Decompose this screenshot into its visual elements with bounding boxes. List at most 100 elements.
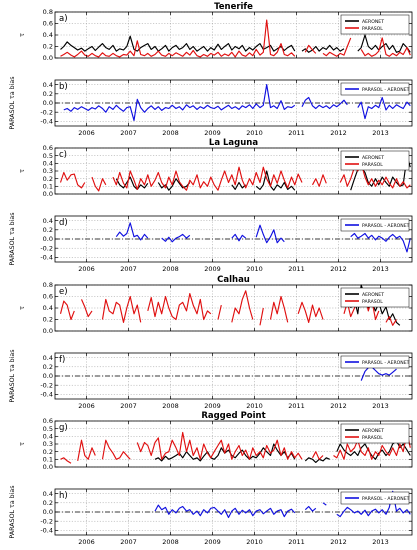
series-line-segment [304, 457, 330, 463]
y-tick-label: 0.2 [43, 43, 53, 51]
series-line-segment [80, 299, 93, 318]
x-tick-label: 2006 [78, 402, 95, 410]
series-parasol [59, 290, 397, 326]
series-parasol [59, 162, 411, 192]
y-tick-label: 0.2 [43, 175, 53, 183]
series-parasol-aeronet [154, 490, 411, 519]
y-tick-label: 0.2 [43, 448, 53, 456]
series-line-segment [304, 505, 317, 512]
y-tick-label: 0.6 [43, 293, 53, 301]
x-tick-label: 2006 [78, 265, 95, 273]
y-tick-label: 0.6 [43, 417, 53, 425]
y-tick-label: -0.2 [40, 108, 53, 116]
legend-label: PARASOL [362, 299, 383, 305]
x-tick-label: 2012 [330, 538, 347, 546]
legend-box [340, 355, 410, 369]
x-tick-label: 2008 [162, 265, 179, 273]
series-line-segment [63, 84, 296, 122]
legend-label: PARASOL [362, 435, 383, 441]
panel-letter: a) [59, 14, 68, 24]
panel-b: -0.4 -0.20.00.20.4 2006 2007 2008 2009 2010 201… [9, 76, 413, 137]
panel-letter: g) [59, 423, 68, 433]
site-title: La Laguna [209, 138, 258, 148]
series-line-segment [231, 181, 247, 190]
series-line-segment [357, 96, 411, 120]
legend: PARASOL - AERONET [340, 218, 410, 232]
series-line-segment [60, 457, 72, 464]
x-tick-label: 2013 [372, 538, 389, 546]
y-tick-label: 0.0 [43, 508, 53, 516]
legend-label: PARASOL [362, 26, 383, 32]
y-tick-label: 0.2 [43, 499, 53, 507]
legend-label: AERONET [362, 155, 384, 161]
x-tick-label: 2011 [288, 129, 305, 137]
series-line-segment [360, 37, 411, 57]
x-tick-label: 2006 [78, 538, 95, 546]
y-tick-label: 0.8 [43, 281, 53, 289]
x-tick-label: 2012 [330, 402, 347, 410]
series-line-segment [301, 96, 348, 110]
x-tick-label: 2010 [246, 402, 263, 410]
series-line-segment [115, 222, 149, 241]
legend-label: PARASOL [362, 162, 383, 168]
y-axis-label: τ [19, 169, 26, 173]
y-tick-label: 0.0 [43, 190, 53, 198]
series-line-segment [231, 233, 247, 242]
y-tick-label: -0.4 [40, 391, 53, 399]
panel-h: -0.4 -0.20.00.20.4 2006 2007 2008 2009 2010 201… [9, 485, 413, 546]
y-tick-label: 0.1 [43, 456, 53, 464]
y-axis-label: τ [19, 33, 26, 37]
legend-label: PARASOL - AERONET [362, 496, 410, 502]
series-line-segment [269, 295, 289, 323]
y-tick-label: 0.6 [43, 144, 53, 152]
y-tick-label: 0.4 [43, 31, 53, 39]
legend-label: PARASOL - AERONET [362, 223, 410, 229]
panel-c: La Laguna 0.00.10.20.30.40.50.6 c) τ AERONET… [19, 138, 413, 198]
x-tick-label: 2007 [120, 402, 137, 410]
x-tick-label: 2010 [246, 538, 263, 546]
y-tick-label: 0.4 [43, 160, 53, 168]
x-tick-label: 2011 [288, 402, 305, 410]
y-tick-label: -0.4 [40, 254, 53, 262]
legend-box [340, 150, 410, 171]
y-tick-label: 0.0 [43, 463, 53, 471]
y-tick-label: 0.2 [43, 316, 53, 324]
series-line-segment [311, 451, 324, 460]
series-line-segment [304, 44, 317, 54]
series-line-segment [339, 162, 411, 189]
series-line-segment [59, 171, 86, 189]
legend-box [340, 423, 410, 444]
series-line-segment [255, 170, 296, 191]
series-parasol [60, 19, 411, 58]
x-tick-label: 2009 [204, 538, 221, 546]
series-line-segment [350, 232, 411, 253]
y-tick-label: 0.4 [43, 490, 53, 498]
y-tick-label: 0.0 [43, 327, 53, 335]
y-tick-label: 0.2 [43, 226, 53, 234]
series-line-segment [136, 431, 303, 460]
x-tick-label: 2009 [204, 402, 221, 410]
x-tick-label: 2008 [162, 538, 179, 546]
site-title: Ragged Point [201, 411, 265, 421]
panel-d: -0.4 -0.20.00.20.4 2006 2007 2008 2009 2010 201… [9, 212, 413, 273]
y-tick-label: 0.0 [43, 235, 53, 243]
series-line-segment [322, 502, 327, 506]
x-tick-label: 2010 [246, 129, 263, 137]
x-tick-label: 2007 [120, 265, 137, 273]
panel-letter: f) [59, 355, 65, 365]
panel-letter: c) [59, 150, 67, 160]
x-tick-label: 2007 [120, 129, 137, 137]
y-axis-label: PARASOL τa bias [9, 349, 16, 402]
y-axis-label: PARASOL τa bias [9, 485, 16, 538]
legend-box [340, 82, 410, 96]
x-tick-label: 2013 [372, 129, 389, 137]
x-tick-label: 2007 [120, 538, 137, 546]
x-tick-label: 2013 [372, 402, 389, 410]
legend-label: PARASOL - AERONET [362, 360, 410, 366]
legend: PARASOL - AERONET [340, 82, 410, 96]
